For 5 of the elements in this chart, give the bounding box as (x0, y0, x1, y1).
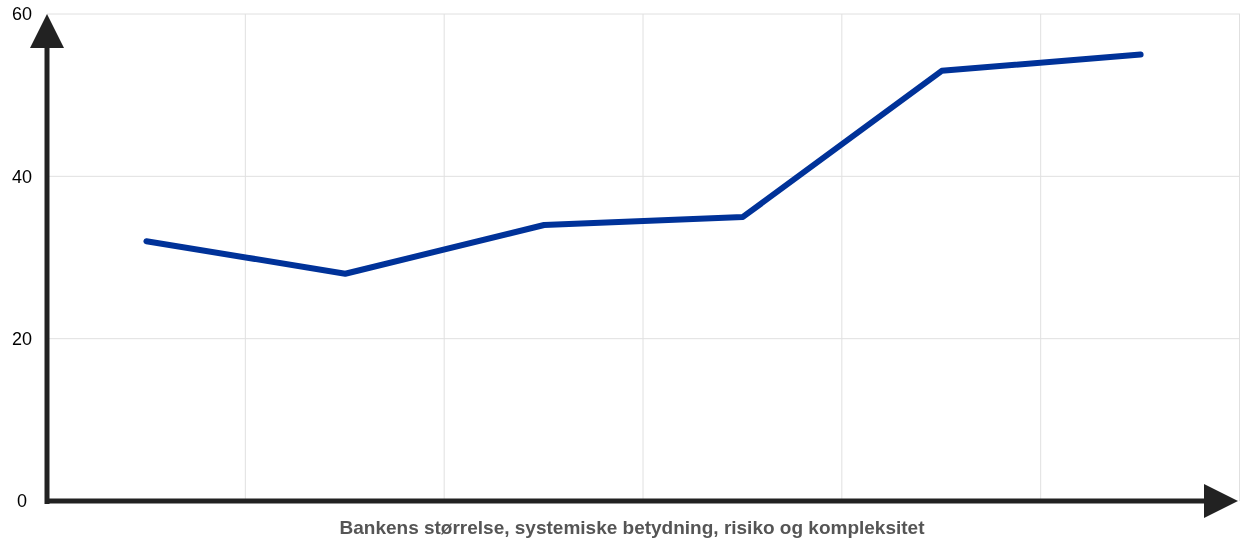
y-tick-label: 0 (16, 491, 28, 512)
y-tick-label: 40 (11, 166, 33, 187)
y-tick-label: 60 (11, 4, 33, 25)
y-tick-label: 20 (11, 328, 33, 349)
x-axis-title: Bankens størrelse, systemiske betydning, risiko og kompleksitet (339, 517, 926, 538)
